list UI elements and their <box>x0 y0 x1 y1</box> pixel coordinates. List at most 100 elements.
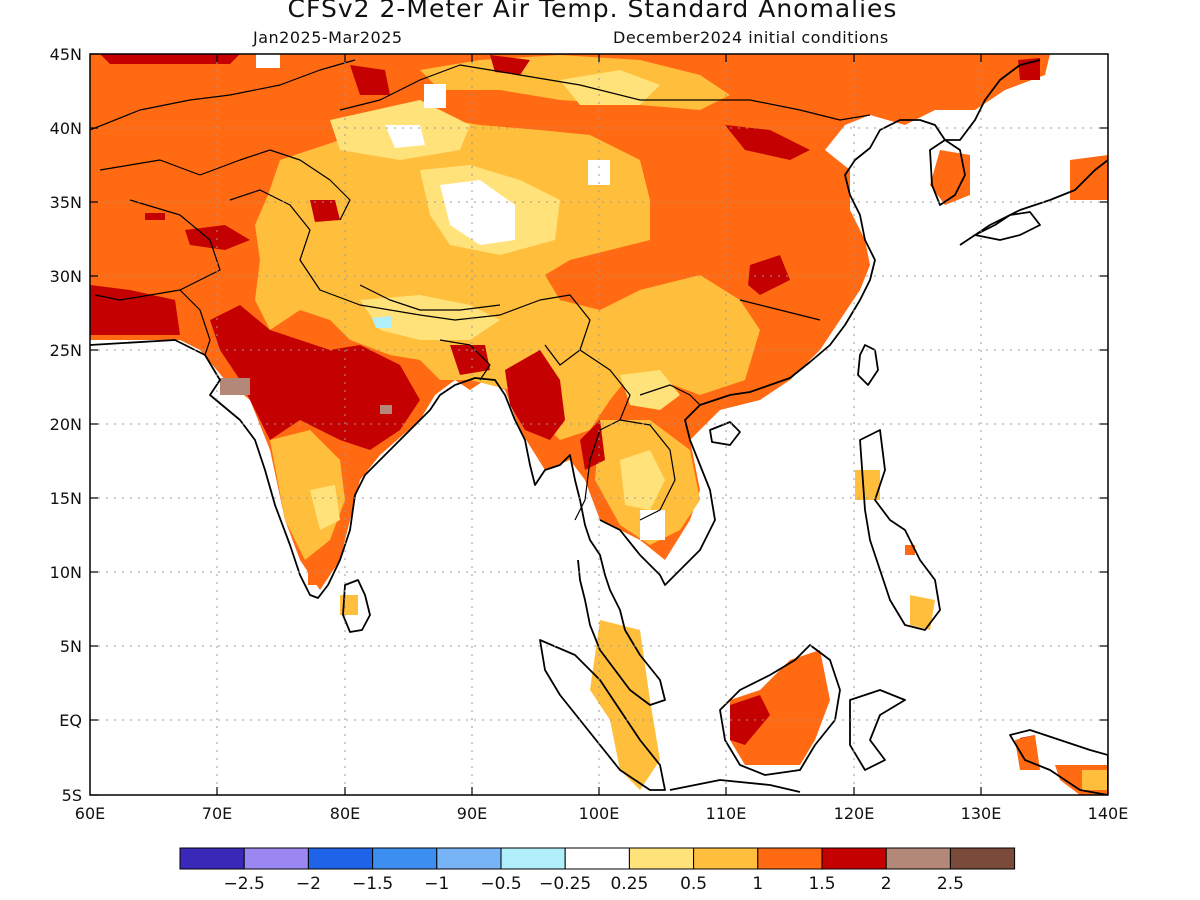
coastline-sumatra <box>539 639 666 791</box>
initial-conditions: December2024 initial conditions <box>613 28 889 47</box>
colorbar-swatch <box>821 847 887 870</box>
anomaly-region-neutral <box>256 54 280 68</box>
lat-tick-label: 15N <box>50 489 82 508</box>
anomaly-region-neutral <box>424 84 446 108</box>
anomaly-region-pale-yellow <box>620 450 665 510</box>
anomaly-region-red <box>210 305 420 450</box>
colorbar-label: 2 <box>881 874 892 894</box>
colorbar-label: 1 <box>752 874 763 894</box>
colorbar-label: −1.5 <box>352 874 393 894</box>
anomaly-region-light-orange <box>255 115 760 440</box>
coastlines <box>90 59 1108 795</box>
colorbar-label: −2 <box>296 874 321 894</box>
coastline-borneo <box>719 644 841 776</box>
anomaly-region-brown <box>220 378 250 395</box>
lon-tick-label: 80E <box>330 804 360 823</box>
lat-tick-label: 40N <box>50 119 82 138</box>
anomaly-region-cyan <box>372 316 392 328</box>
anomaly-region-pale-yellow <box>360 295 500 340</box>
anomaly-region-red <box>145 213 165 220</box>
border <box>90 59 356 131</box>
border <box>179 289 211 356</box>
anomaly-shading <box>90 54 1108 795</box>
coastline-java <box>669 779 801 793</box>
anomaly-region-neutral <box>640 510 665 540</box>
border <box>639 384 701 406</box>
anomaly-region-orange <box>905 545 915 555</box>
coastline-kyushu <box>974 211 1041 241</box>
anomaly-region-red <box>730 695 770 745</box>
colorbar-swatch <box>949 847 1016 870</box>
coastline-taiwan <box>857 344 879 386</box>
border <box>739 299 821 321</box>
colorbar-swatch <box>436 847 502 870</box>
border <box>359 284 501 311</box>
chart-title: CFSv2 2-Meter Air Temp. Standard Anomali… <box>287 0 898 23</box>
anomaly-region-orange <box>308 570 320 585</box>
anomaly-region-red <box>90 285 180 335</box>
coastline-japan <box>959 159 1108 246</box>
lon-tick-label: 110E <box>706 804 747 823</box>
coastline-korea <box>929 139 966 206</box>
forecast-period: Jan2025-Mar2025 <box>253 28 403 47</box>
coastline-new-guinea <box>1009 729 1108 795</box>
colorbar-label: 1.5 <box>808 874 835 894</box>
colorbar-label: 2.5 <box>937 874 964 894</box>
border <box>339 64 871 121</box>
coastline-hainan <box>709 421 741 446</box>
lon-tick-label: 70E <box>202 804 232 823</box>
colorbar-label: −2.5 <box>224 874 265 894</box>
colorbar-label: −0.25 <box>539 874 591 894</box>
border <box>574 349 631 521</box>
lat-tick-label: 35N <box>50 193 82 212</box>
anomaly-region-red <box>505 350 565 440</box>
coastline-philippines <box>859 429 941 631</box>
anomaly-region-light-orange <box>1082 770 1108 790</box>
lon-tick-label: 60E <box>75 804 105 823</box>
lon-tick-label: 140E <box>1088 804 1129 823</box>
colorbar-swatch <box>243 847 309 870</box>
national-borders <box>90 59 871 521</box>
lat-labels: 45N 40N 35N 30N 25N 20N 15N 10N 5N EQ 5S <box>50 45 82 805</box>
colorbar-swatch <box>307 847 374 870</box>
anomaly-region-red <box>490 55 530 75</box>
axis-ticks <box>90 53 1108 796</box>
anomaly-region-orange <box>1070 155 1108 200</box>
anomaly-region-red <box>350 65 390 95</box>
colorbar-swatch <box>500 847 566 870</box>
colorbar-label: 0.5 <box>680 874 707 894</box>
colorbar-swatch <box>564 847 630 870</box>
border <box>99 149 271 176</box>
anomaly-region-orange <box>730 650 830 765</box>
lon-tick-label: 120E <box>834 804 875 823</box>
colorbar-label: −1 <box>424 874 449 894</box>
lon-labels: 60E 70E 80E 90E 100E 110E 120E 130E 140E <box>75 804 1129 823</box>
anomaly-region-red <box>310 200 340 222</box>
lat-tick-label: 25N <box>50 341 82 360</box>
border <box>439 339 491 381</box>
border <box>229 189 591 366</box>
lat-tick-label: 20N <box>50 415 82 434</box>
anomaly-region-pale-yellow <box>310 485 340 530</box>
border <box>619 419 676 521</box>
anomaly-region-orange <box>1015 735 1040 770</box>
border <box>269 149 351 221</box>
lon-tick-label: 100E <box>579 804 620 823</box>
anomaly-region-pale-yellow <box>620 370 680 410</box>
anomaly-region-light-orange <box>590 620 660 790</box>
anomaly-region-neutral <box>588 160 610 185</box>
coastline-arabian-sea <box>90 339 666 706</box>
map-grid <box>90 54 1108 795</box>
lat-tick-label: 10N <box>50 563 82 582</box>
anomaly-region-light-orange <box>270 430 345 560</box>
anomaly-region-red <box>725 125 810 160</box>
lon-tick-label: 130E <box>961 804 1002 823</box>
colorbar-swatch <box>372 847 438 870</box>
colorbar-swatch <box>693 847 759 870</box>
anomaly-region-red <box>450 345 490 375</box>
anomaly-region-red <box>748 255 790 295</box>
lat-tick-label: EQ <box>59 711 82 730</box>
anomaly-region-red <box>185 225 250 250</box>
anomaly-region-pale-yellow <box>560 70 660 105</box>
